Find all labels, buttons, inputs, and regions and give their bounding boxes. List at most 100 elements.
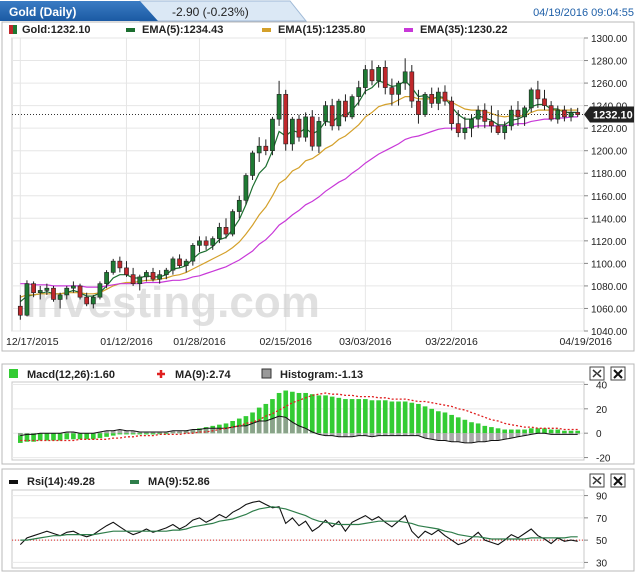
legend-item: EMA(35):1230.22	[404, 24, 507, 36]
histogram-bar	[402, 433, 408, 436]
candle	[469, 114, 474, 138]
legend-label: Macd(12,26):1.60	[27, 369, 115, 381]
candle-body-down	[130, 274, 136, 284]
histogram-bar	[309, 431, 315, 434]
candle	[369, 60, 375, 86]
candle	[329, 98, 335, 131]
candle-body-down	[489, 121, 494, 127]
rsi-settings-button[interactable]	[589, 473, 605, 488]
timestamp: 04/19/2016 09:04:55	[533, 7, 634, 19]
candle	[276, 80, 282, 126]
candle	[396, 80, 401, 106]
date-tick-label: 03/03/2016	[339, 336, 392, 348]
histogram-bar	[568, 433, 574, 435]
candle	[296, 114, 302, 142]
macd-bar	[104, 433, 109, 437]
macd-bar	[51, 433, 56, 441]
candle-icon	[9, 25, 17, 34]
candle-body-down	[535, 89, 541, 100]
macd-bar	[416, 403, 421, 434]
candle-body-up	[230, 211, 236, 235]
candle-body-up	[250, 152, 255, 176]
date-x-axis: 12/17/2015 01/12/2016 01/28/2016 02/15/2016…	[6, 336, 612, 348]
candle-body-down	[369, 69, 375, 82]
candle-body-down	[515, 109, 521, 118]
macd-bar	[462, 419, 468, 434]
line-swatch-icon	[126, 28, 135, 32]
settings-icon	[592, 369, 602, 378]
candle-body-up	[522, 107, 527, 118]
price-tick-label: 1040.00	[591, 327, 628, 338]
histogram-bar	[110, 430, 116, 434]
price-tick-label: 1140.00	[591, 214, 627, 225]
candle-body-down	[389, 87, 395, 95]
candle-body-up	[349, 96, 355, 118]
candle-body-up	[256, 145, 262, 154]
candle	[270, 116, 275, 156]
histogram-bar	[303, 428, 308, 434]
macd-bar	[77, 433, 83, 440]
rsi-tick-label: 50	[596, 536, 608, 547]
candle	[17, 294, 23, 320]
candle-icon-down	[9, 25, 13, 34]
candle	[349, 94, 355, 120]
line-swatch-icon	[130, 480, 139, 484]
candle	[256, 137, 262, 162]
candle-body-up	[402, 71, 408, 84]
histogram-bar	[422, 433, 428, 439]
macd-bar	[57, 433, 63, 441]
histogram-bar	[256, 421, 262, 434]
macd-bar	[336, 397, 342, 434]
candle-body-up	[462, 127, 468, 133]
rsi-tick-label: 90	[596, 492, 608, 503]
macd-y-axis: 40 20 0 -20	[584, 380, 611, 465]
macd-bar	[482, 425, 488, 434]
histogram-bar	[124, 430, 129, 434]
candle	[522, 105, 527, 126]
histogram-bar	[469, 433, 474, 443]
macd-bar	[489, 427, 494, 434]
legend-label: Histogram:-1.13	[280, 369, 363, 381]
rsi-close-button[interactable]	[610, 473, 626, 488]
legend-item: Histogram:-1.13	[261, 368, 363, 381]
histogram-bar	[117, 429, 123, 434]
histogram-bar	[270, 418, 275, 434]
histogram-bar	[243, 425, 249, 434]
candle	[442, 85, 448, 106]
close-icon	[613, 476, 623, 486]
candle	[575, 107, 581, 117]
macd-bar	[356, 399, 362, 434]
macd-bar	[137, 433, 143, 435]
macd-close-button[interactable]	[610, 366, 626, 381]
candle-body-down	[77, 285, 83, 298]
macd-bar	[163, 433, 169, 435]
candle	[217, 222, 222, 244]
line-swatch-icon	[404, 28, 413, 32]
histogram-bar	[515, 433, 521, 437]
candle-body-up	[24, 283, 30, 316]
candle	[416, 89, 421, 124]
candle-body-up	[163, 269, 169, 275]
histogram-bar	[71, 431, 76, 434]
rsi-plot-area	[11, 489, 585, 569]
candle	[382, 60, 388, 95]
histogram-bar	[31, 433, 36, 435]
candle-body-up	[502, 125, 508, 133]
candle-body-down	[329, 105, 335, 127]
candle	[283, 89, 289, 151]
candle-body-down	[455, 123, 461, 133]
line-swatch-icon	[262, 28, 271, 32]
candle	[84, 292, 90, 307]
candle-body-down	[31, 283, 36, 293]
candle-body-up	[508, 109, 514, 127]
candle	[210, 236, 216, 250]
rsi-legend: Rsi(14):49.28 MA(9):52.86	[9, 476, 210, 488]
candle-body-up	[290, 118, 295, 145]
candle	[137, 274, 143, 291]
histogram-bar	[356, 433, 362, 436]
candle-body-up	[183, 260, 189, 266]
macd-settings-button[interactable]	[589, 366, 605, 381]
candle-body-up	[336, 100, 342, 127]
candle	[263, 139, 269, 156]
histogram-bar	[203, 428, 209, 434]
